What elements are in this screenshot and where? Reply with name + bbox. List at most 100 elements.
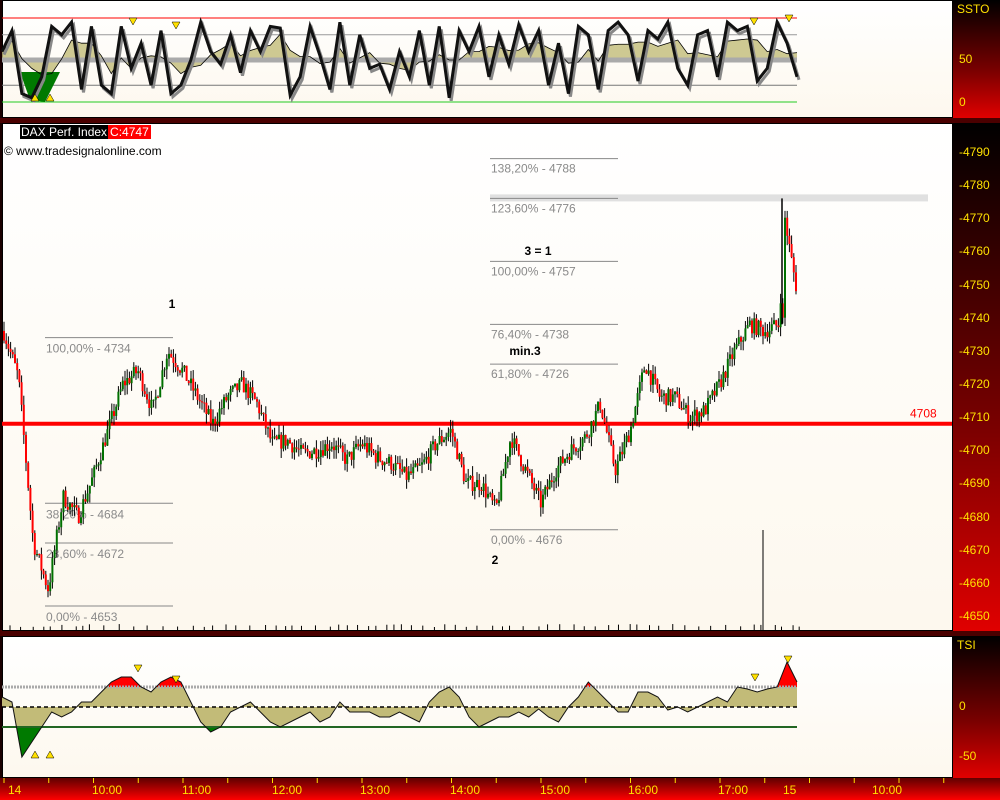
candle [405,466,408,480]
candle [744,328,747,341]
candle [119,389,122,392]
candle [401,469,404,472]
candle [262,412,265,415]
candle [238,379,241,391]
fib-level-label: 100,00% - 4757 [491,264,576,278]
candle [150,399,153,408]
candle [306,449,309,452]
candle [11,352,14,355]
candle [227,394,230,401]
candle [658,389,661,397]
fib-left: 100,00% - 4734 38,20% - 4684 23,60% - 4672… [45,337,173,624]
candle [575,448,577,452]
candle [627,435,630,443]
candle [537,487,540,491]
candle [473,487,476,492]
candle [511,442,514,448]
candle [240,377,243,380]
candle [18,370,21,383]
candle [126,378,129,386]
candle [418,464,421,466]
candle [768,330,771,338]
candle [786,217,789,236]
separator [0,630,1000,636]
candle [95,465,98,467]
candle [506,456,509,463]
candle [317,457,320,459]
tsi-axis[interactable]: TSI 0 -50 [953,636,1000,778]
candle [374,453,377,463]
price-tick: -4730 [959,343,990,358]
candle [187,380,190,384]
candle [174,362,177,368]
price-tick: -4740 [959,310,990,325]
candle [315,448,318,459]
fib-target-band [490,194,928,202]
candle [410,471,412,474]
candle [491,493,494,501]
candle [614,463,617,476]
candle [383,462,386,466]
candle [22,404,25,435]
time-axis[interactable]: 14 10:00 11:00 12:00 13:00 14:00 15:00 16:00 17:… [0,778,1000,800]
candle [440,436,443,442]
candle [225,397,228,401]
stoch-axis[interactable]: SSTO 50 0 [953,0,1000,118]
candle [724,371,727,378]
candle [729,354,731,359]
candle [357,443,360,447]
candle [416,463,419,466]
candle [702,405,705,417]
candle [533,483,536,491]
tick: 50 [959,52,973,66]
candle [751,320,753,334]
price-tick: -4760 [959,244,990,259]
candle [711,390,714,396]
candle [564,459,566,463]
candle [104,442,107,446]
candle [676,391,679,395]
candle [528,470,531,474]
candle [234,383,236,387]
candle [460,453,463,465]
candle [471,475,474,492]
candle [759,320,762,327]
time-tick: 10:00 [92,783,123,797]
signal-marker-down [128,17,138,26]
tsi-title: TSI [957,638,976,652]
candle [385,462,388,464]
candle [273,436,276,438]
candle [445,436,448,440]
candle [790,244,793,258]
candle [643,370,646,373]
wave-label: 2 [492,553,499,567]
candle [548,480,551,490]
stoch-line [0,16,799,100]
candle [559,456,562,466]
candle [207,409,210,415]
candle [9,348,12,353]
candle [88,485,91,494]
candle [597,401,599,412]
price-tick: -4790 [959,145,990,159]
candle [634,406,637,423]
candle [93,466,96,478]
candle [29,487,32,511]
candle [770,324,773,331]
candle [568,456,571,460]
close-value: C:4747 [108,125,151,139]
candle [392,469,395,471]
candle [326,444,329,452]
price-axis[interactable]: -4790 -4780 -4770 -4760 -4750 -4740 -4730 -4720… [953,123,1000,631]
price-tick: -4700 [959,443,990,458]
tick: -50 [959,749,977,763]
oscillator-fill [2,34,797,75]
candle [469,475,472,479]
candle [146,394,148,400]
candle [623,441,626,455]
candle [121,380,124,390]
signal-marker-down [750,673,760,682]
candle [735,344,738,348]
candle [55,529,58,551]
